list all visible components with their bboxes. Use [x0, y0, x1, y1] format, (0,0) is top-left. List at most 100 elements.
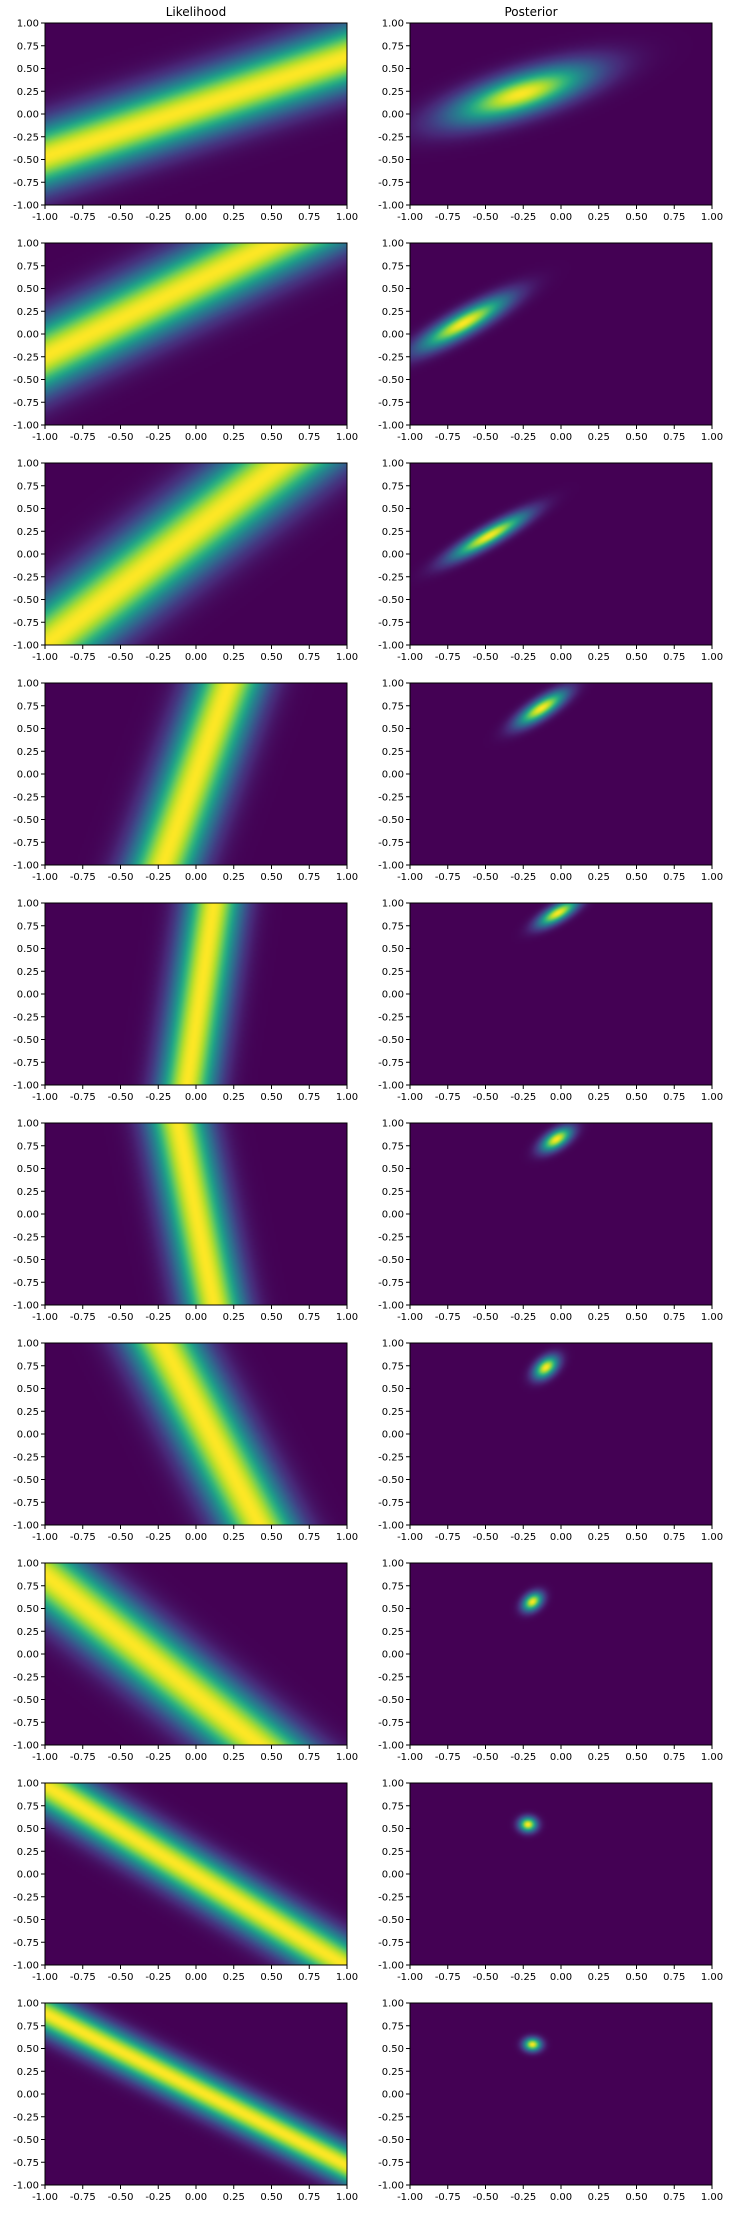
y-tick-label: -0.75 [13, 1498, 39, 1509]
x-tick-label: 0.50 [625, 652, 647, 663]
y-tick-label: -0.50 [378, 815, 404, 826]
x-tick-label: -0.50 [108, 1312, 134, 1323]
x-tick-label: 0.00 [550, 1532, 572, 1543]
x-tick-label: -1.00 [32, 1752, 58, 1763]
x-tick-label: 0.25 [223, 872, 245, 883]
x-tick-label: -0.75 [435, 1752, 461, 1763]
y-tick-label: -0.50 [13, 815, 39, 826]
likelihood-panel-10: -1.00 -0.75 -0.50 -0.25 0.00 0.25 0.50 0.75 1.00… [13, 1999, 358, 2204]
x-tick-label: 0.50 [625, 212, 647, 223]
y-tick-label: -0.25 [378, 2112, 404, 2123]
x-tick-label: -0.75 [70, 872, 96, 883]
y-tick-label: -0.25 [13, 132, 39, 143]
x-tick-label: 0.00 [550, 652, 572, 663]
x-tick-label: 0.00 [185, 1312, 207, 1323]
y-tick-label: -1.00 [378, 1081, 404, 1092]
x-tick-label: 0.25 [588, 212, 610, 223]
y-tick-label: 0.25 [17, 967, 39, 978]
likelihood-heatmap-8 [45, 1563, 347, 1745]
x-tick-label: 0.00 [185, 432, 207, 443]
y-tick-label: 0.50 [17, 2044, 39, 2055]
y-tick-label: -1.00 [13, 861, 39, 872]
x-tick-label: 0.00 [550, 872, 572, 883]
posterior-heatmap-3 [410, 463, 712, 645]
likelihood-panel-1: -1.00 -0.75 -0.50 -0.25 0.00 0.25 0.50 0.75 1.00… [13, 19, 358, 224]
x-tick-label: 0.00 [550, 432, 572, 443]
y-tick-label: -0.25 [378, 792, 404, 803]
y-tick-label: 1.00 [382, 1339, 404, 1350]
posterior-heatmap-9 [410, 1783, 712, 1965]
x-tick-label: 0.00 [185, 652, 207, 663]
x-tick-label: -1.00 [397, 2192, 423, 2203]
likelihood-heatmap-9 [45, 1783, 347, 1965]
posterior-heatmap-1 [410, 23, 712, 205]
y-tick-label: -0.75 [13, 1058, 39, 1069]
x-tick-label: -0.50 [473, 432, 499, 443]
x-tick-label: 1.00 [701, 1092, 723, 1103]
y-tick-label: 0.00 [17, 1430, 39, 1441]
x-tick-label: 0.25 [588, 1092, 610, 1103]
likelihood-heatmap-6 [45, 1123, 347, 1305]
y-tick-label: 0.25 [17, 747, 39, 758]
x-tick-label: 0.75 [298, 652, 320, 663]
y-tick-label: 0.25 [17, 307, 39, 318]
x-tick-label: -0.25 [510, 1092, 536, 1103]
y-tick-label: -0.75 [13, 1718, 39, 1729]
x-tick-label: 0.50 [260, 1972, 282, 1983]
x-tick-label: 0.50 [260, 2192, 282, 2203]
likelihood-panel-7: -1.00 -0.75 -0.50 -0.25 0.00 0.25 0.50 0.75 1.00… [13, 1339, 358, 1544]
x-tick-label: 1.00 [701, 212, 723, 223]
y-tick-label: -1.00 [378, 201, 404, 212]
x-tick-label: -1.00 [32, 1092, 58, 1103]
y-tick-label: 0.00 [17, 330, 39, 341]
x-tick-label: 1.00 [336, 1092, 358, 1103]
x-tick-label: -0.25 [145, 432, 171, 443]
x-tick-label: 0.50 [625, 1752, 647, 1763]
y-tick-label: 0.50 [17, 724, 39, 735]
x-tick-label: -0.75 [435, 1092, 461, 1103]
x-tick-label: -0.75 [70, 652, 96, 663]
posterior-panel-7: -1.00 -0.75 -0.50 -0.25 0.00 0.25 0.50 0.75 1.00… [378, 1339, 723, 1544]
x-tick-label: -0.75 [70, 432, 96, 443]
x-tick-label: -0.75 [70, 1972, 96, 1983]
posterior-heatmap-10 [410, 2003, 712, 2185]
x-tick-label: -0.50 [473, 1312, 499, 1323]
y-tick-label: -0.50 [13, 2135, 39, 2146]
x-tick-label: 0.00 [550, 1752, 572, 1763]
x-tick-label: -0.25 [510, 872, 536, 883]
x-tick-label: 0.00 [185, 872, 207, 883]
x-tick-label: 1.00 [336, 432, 358, 443]
x-tick-label: -0.25 [145, 872, 171, 883]
y-tick-label: 0.75 [17, 921, 39, 932]
posterior-heatmap-4 [410, 683, 712, 865]
y-tick-label: -0.50 [378, 1255, 404, 1266]
y-tick-label: -1.00 [378, 421, 404, 432]
x-tick-label: -1.00 [32, 2192, 58, 2203]
y-tick-label: -0.25 [13, 352, 39, 363]
x-tick-label: 0.75 [663, 1532, 685, 1543]
x-tick-label: 1.00 [336, 2192, 358, 2203]
y-tick-label: 0.50 [382, 64, 404, 75]
y-tick-label: -0.75 [378, 1718, 404, 1729]
x-tick-label: 1.00 [701, 652, 723, 663]
y-tick-label: 1.00 [17, 1559, 39, 1570]
x-tick-label: 0.00 [185, 2192, 207, 2203]
y-tick-label: -0.25 [13, 1232, 39, 1243]
y-tick-label: -0.25 [13, 1892, 39, 1903]
y-tick-label: 1.00 [382, 679, 404, 690]
y-tick-label: 0.00 [17, 1210, 39, 1221]
x-tick-label: 0.75 [663, 652, 685, 663]
y-tick-label: -0.50 [13, 155, 39, 166]
posterior-panel-5: -1.00 -0.75 -0.50 -0.25 0.00 0.25 0.50 0.75 1.00… [378, 899, 723, 1104]
x-tick-label: 0.75 [663, 1972, 685, 1983]
y-tick-label: -0.50 [13, 1915, 39, 1926]
x-tick-label: 1.00 [701, 1532, 723, 1543]
x-tick-label: 0.25 [223, 212, 245, 223]
x-tick-label: 0.75 [298, 1752, 320, 1763]
x-tick-label: 1.00 [701, 1972, 723, 1983]
y-tick-label: 0.25 [382, 1187, 404, 1198]
y-tick-label: 1.00 [17, 1119, 39, 1130]
y-tick-label: 0.50 [382, 724, 404, 735]
x-tick-label: -0.75 [435, 872, 461, 883]
y-tick-label: 0.25 [382, 87, 404, 98]
